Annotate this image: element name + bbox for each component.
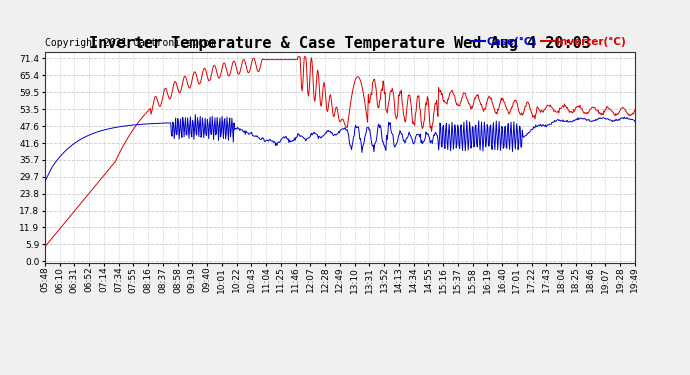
Text: Copyright 2021 Cartronics.com: Copyright 2021 Cartronics.com xyxy=(45,38,215,48)
Title: Inverter Temperature & Case Temperature Wed Aug 4 20:03: Inverter Temperature & Case Temperature … xyxy=(89,36,591,51)
Legend: Case(°C), Inverter(°C): Case(°C), Inverter(°C) xyxy=(468,33,629,51)
